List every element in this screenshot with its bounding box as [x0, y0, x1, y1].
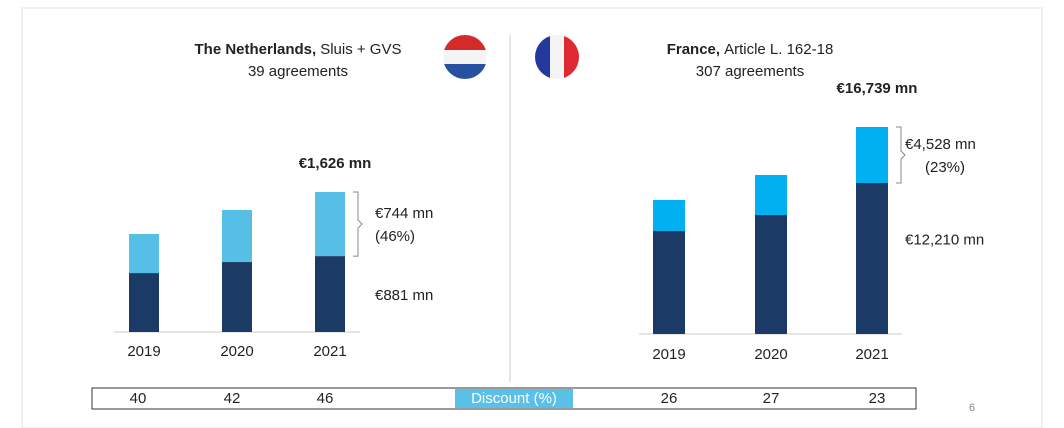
bar-segment — [755, 214, 787, 334]
x-tick-label: 2021 — [855, 346, 888, 363]
bar-segment — [653, 230, 685, 334]
share-label: (46%) — [375, 228, 415, 245]
bar-segment — [856, 127, 888, 183]
bar-segment — [222, 262, 252, 332]
chart-title: France, Article L. 162-18 — [667, 41, 834, 58]
flag-france — [535, 35, 579, 79]
x-tick-label: 2019 — [127, 343, 160, 360]
bar-segment — [755, 174, 787, 215]
slide-frame — [21, 7, 1043, 428]
top-label: €744 mn — [375, 205, 433, 222]
bar-segment — [129, 273, 159, 332]
base-label: €12,210 mn — [905, 231, 984, 248]
discount-value: 42 — [224, 390, 241, 407]
x-tick-label: 2019 — [652, 346, 685, 363]
chart-subtitle: 307 agreements — [696, 63, 804, 80]
discount-value: 46 — [317, 390, 334, 407]
bar-segment — [222, 210, 252, 263]
chart-title: The Netherlands, Sluis + GVS — [195, 41, 402, 58]
x-tick-label: 2020 — [220, 343, 253, 360]
bracket — [896, 126, 906, 184]
bar-segment — [653, 199, 685, 231]
title-country: France, — [667, 41, 720, 58]
discount-value: 26 — [661, 390, 678, 407]
x-tick-label: 2020 — [754, 346, 787, 363]
total-label: €1,626 mn — [299, 155, 372, 172]
discount-value: 40 — [130, 390, 147, 407]
bar-segment — [129, 234, 159, 274]
title-country: The Netherlands, — [195, 41, 317, 58]
page-number: 6 — [969, 402, 975, 414]
chart-subtitle: 39 agreements — [248, 63, 348, 80]
discount-row — [91, 387, 917, 410]
title-scheme: Article L. 162-18 — [724, 41, 833, 58]
discount-label: Discount (%) — [471, 390, 557, 407]
bracket — [353, 191, 363, 257]
bar-segment — [856, 182, 888, 334]
top-label: €4,528 mn — [905, 136, 976, 153]
total-label: €16,739 mn — [837, 80, 918, 97]
discount-value: 27 — [763, 390, 780, 407]
flag-netherlands — [443, 35, 487, 79]
base-label: €881 mn — [375, 287, 433, 304]
x-tick-label: 2021 — [313, 343, 346, 360]
title-scheme: Sluis + GVS — [320, 41, 401, 58]
discount-value: 23 — [869, 390, 886, 407]
discount-label-cell — [455, 389, 573, 408]
bar-segment — [315, 192, 345, 257]
share-label: (23%) — [925, 159, 965, 176]
bar-segment — [315, 256, 345, 332]
